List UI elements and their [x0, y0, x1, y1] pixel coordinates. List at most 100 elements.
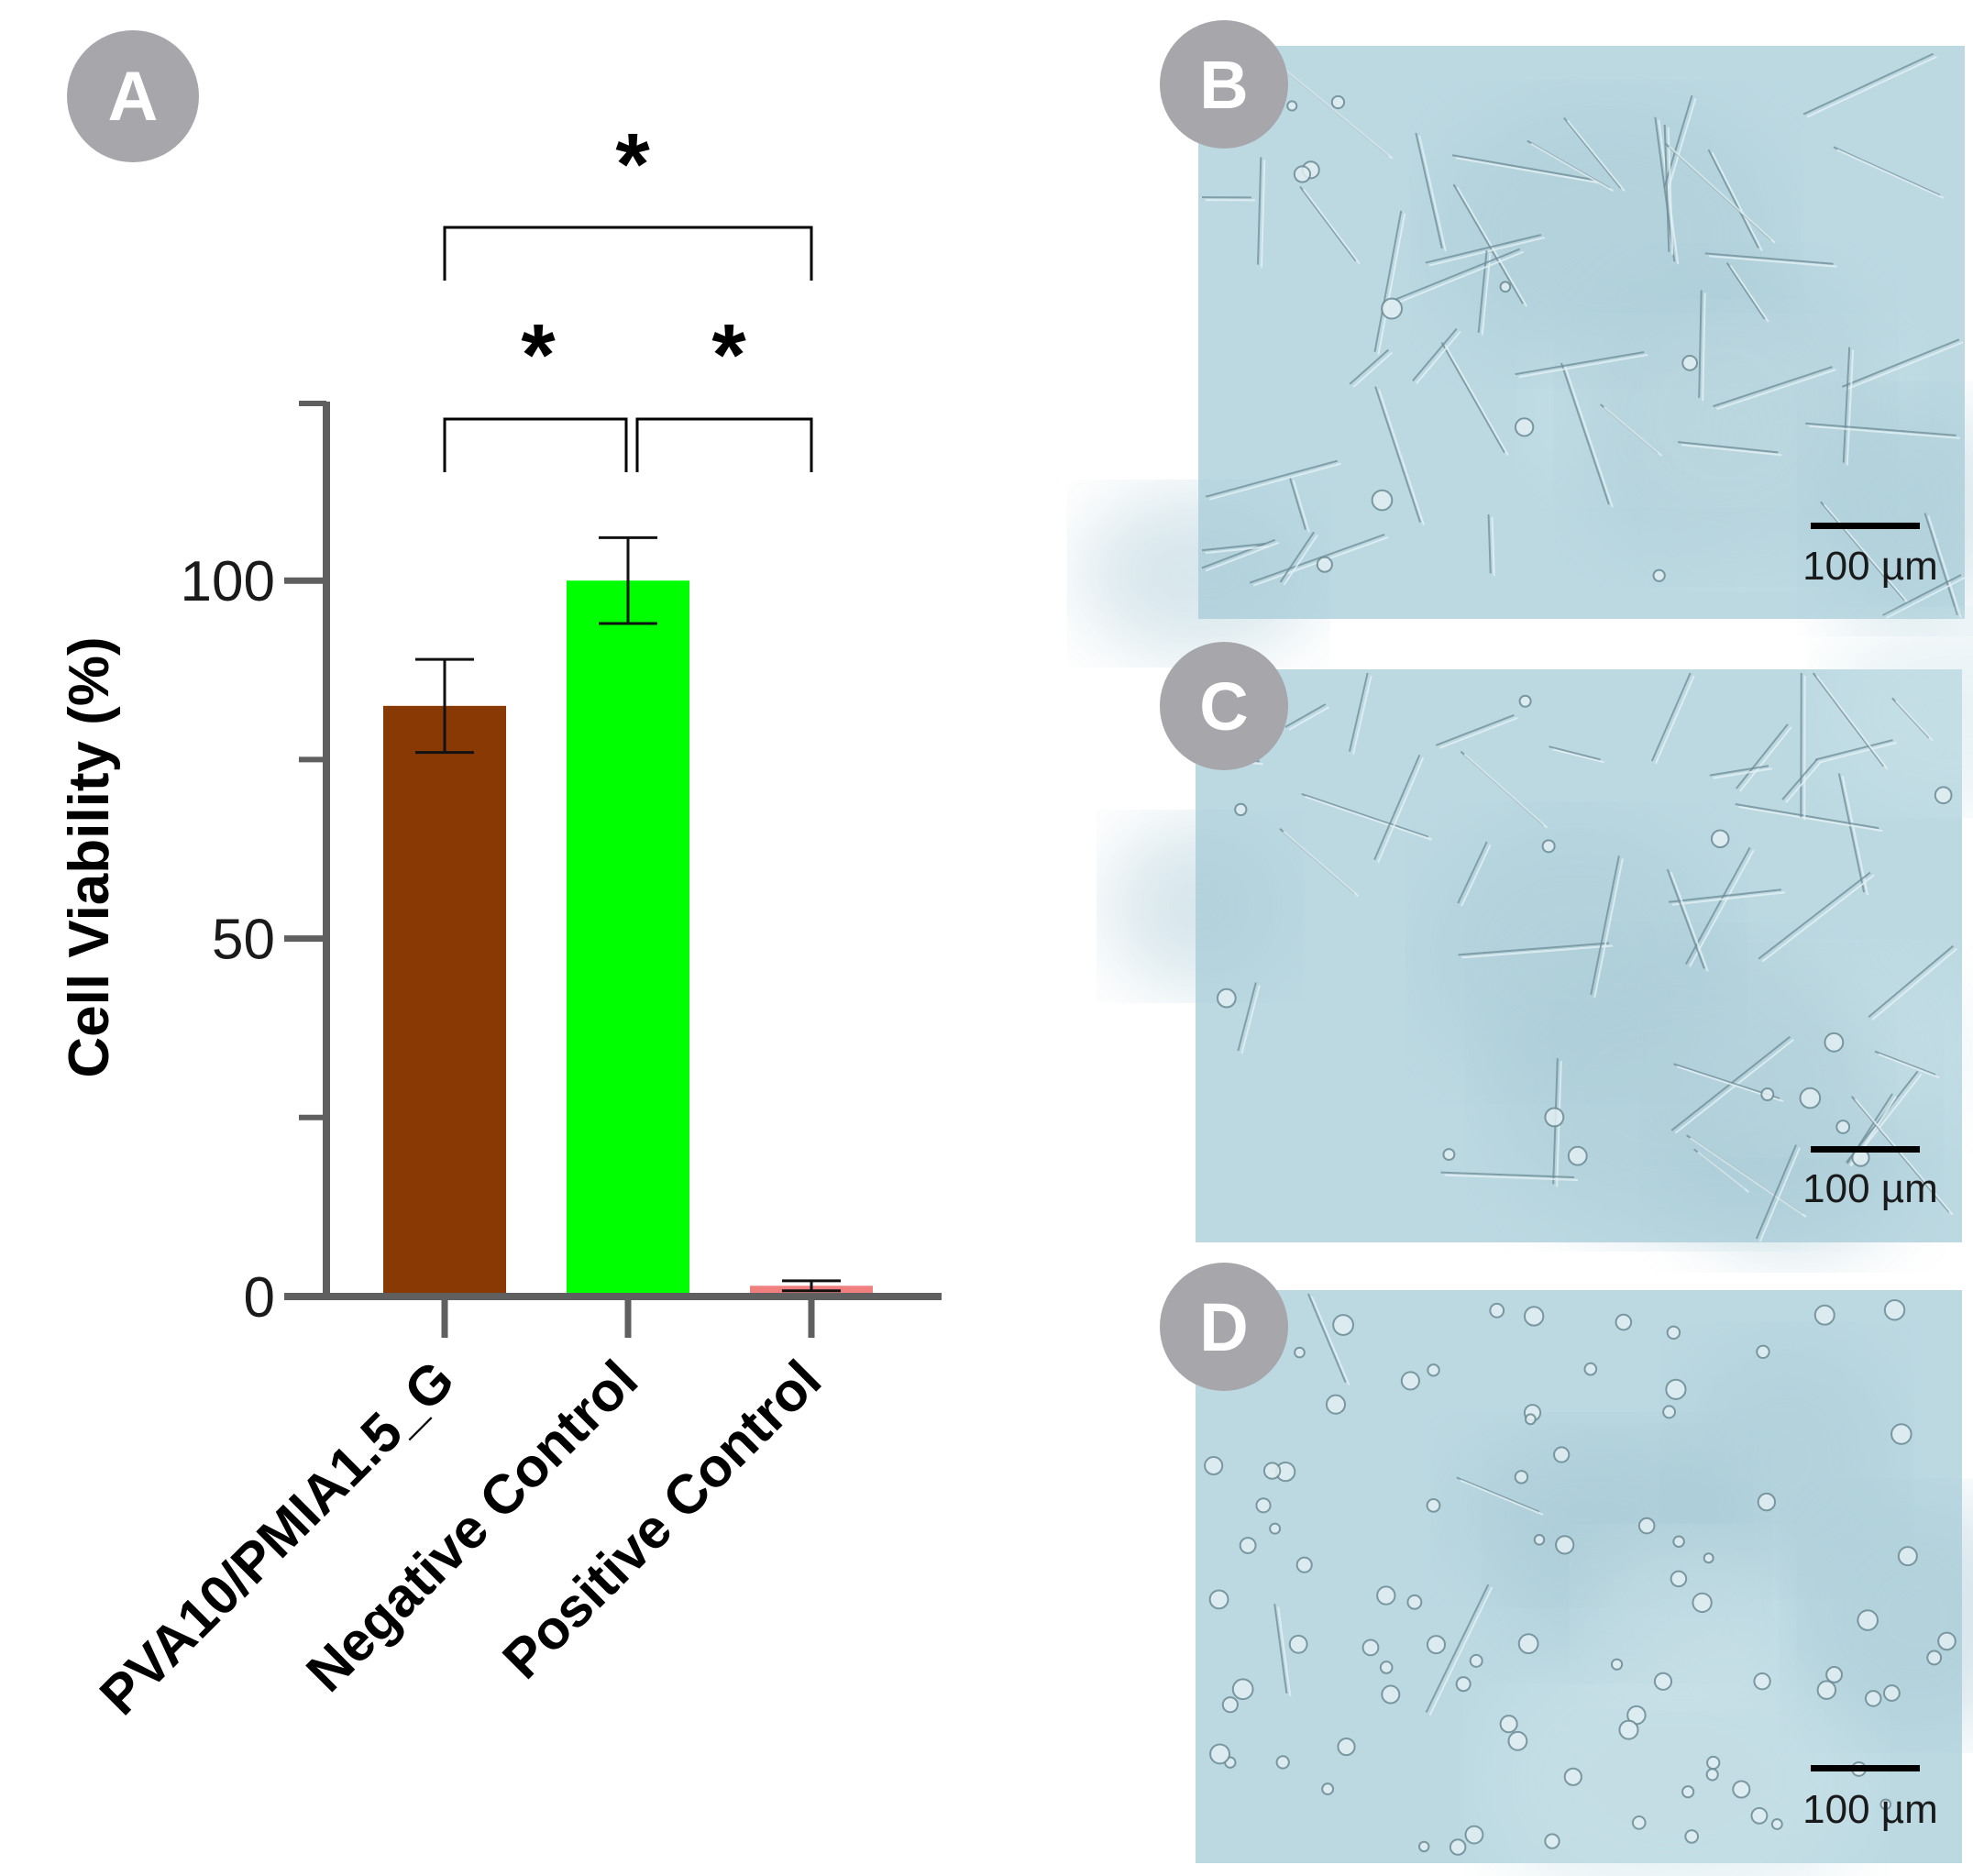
spindle-cell [1515, 350, 1645, 376]
round-cell [1825, 1666, 1843, 1683]
round-cell [1670, 1570, 1688, 1588]
spindle-cell [1563, 116, 1622, 189]
spindle-cell [1842, 347, 1851, 463]
round-cell [1883, 1299, 1906, 1321]
round-cell [1665, 1378, 1687, 1400]
spindle-cell [1650, 672, 1692, 762]
spindle-cell-highlight [1836, 149, 1945, 199]
spindle-cell [1415, 132, 1443, 249]
round-cell [1618, 1719, 1639, 1740]
spindle-cell [1284, 703, 1327, 728]
scale-bar-c [1811, 1146, 1920, 1153]
spindle-cell [1882, 574, 1962, 616]
spindle-cell-highlight [1708, 255, 1837, 268]
y-tick-label: 0 [244, 1266, 275, 1330]
spindle-cell [1374, 386, 1422, 523]
round-cell [1757, 1492, 1777, 1512]
spindle-cell [1249, 534, 1385, 584]
spindle-cell [1457, 841, 1488, 904]
spindle-cell-highlight [1667, 127, 1674, 255]
spindle-cell-highlight [1292, 480, 1310, 533]
spindle-cell-highlight [1690, 1137, 1807, 1218]
round-cell [1864, 1690, 1882, 1707]
spindle-cell [1412, 327, 1458, 381]
spindle-cell [1833, 146, 1941, 196]
spindle-cell-highlight [1674, 1038, 1795, 1134]
scale-bar-label-b: 100 µm [1802, 544, 1938, 589]
spindle-cell [1458, 942, 1609, 956]
bar [383, 705, 506, 1293]
spindle-cell [1666, 868, 1705, 969]
spindle-cell [1820, 501, 1906, 601]
spindle-cell [1440, 342, 1505, 454]
round-cell [1883, 1684, 1901, 1702]
spindle-cell [1425, 234, 1542, 264]
spindle-cell-highlight [1481, 253, 1492, 336]
round-cell [1426, 1635, 1447, 1655]
scale-bar-d [1811, 1765, 1920, 1771]
round-cell [1653, 1672, 1673, 1691]
round-cell [1563, 1767, 1582, 1786]
category-label: Positive Control [491, 1349, 833, 1691]
round-cell [1937, 1631, 1956, 1651]
round-cell [1442, 1148, 1456, 1162]
round-cell [1756, 1344, 1770, 1360]
spindle-cell-highlight [1283, 534, 1318, 586]
round-cell [1553, 1446, 1571, 1463]
spindle-cell-highlight [1593, 858, 1624, 999]
round-cell [1286, 100, 1298, 112]
spindle-cell [1668, 888, 1782, 903]
round-cell [1799, 1087, 1822, 1109]
round-cell [1371, 489, 1394, 512]
round-cell [1705, 1768, 1719, 1782]
round-cell [1449, 1838, 1467, 1856]
round-cell [1897, 1546, 1918, 1567]
spindle-cell-highlight [1846, 349, 1855, 466]
round-cell [1857, 1609, 1879, 1631]
round-cell [1518, 694, 1532, 708]
round-cell [1514, 1470, 1529, 1484]
round-cell [1934, 786, 1953, 805]
round-cell [1703, 1552, 1714, 1564]
spindle-cell [1435, 713, 1515, 746]
spindle-cell [1755, 1144, 1797, 1240]
panel-a-badge [67, 30, 199, 162]
round-cell [1615, 1313, 1633, 1331]
round-cell [1750, 1806, 1769, 1825]
round-cell [1239, 1537, 1257, 1554]
spindle-cell [1349, 348, 1390, 385]
round-cell [1672, 1535, 1685, 1549]
round-cell [1681, 1785, 1695, 1799]
round-cell [1376, 1585, 1396, 1606]
spindle-cell-highlight [1681, 444, 1782, 457]
spindle-cell-highlight [1416, 330, 1461, 384]
spindle-cell-highlight [1785, 761, 1822, 803]
bar [567, 580, 689, 1293]
significance-star: * [615, 116, 650, 214]
spindle-cell-highlight [1761, 874, 1875, 963]
round-cell [1692, 1592, 1713, 1614]
round-cell [1499, 281, 1512, 293]
spindle-cell-highlight [1841, 776, 1869, 896]
spindle-cell-highlight [1463, 753, 1549, 829]
spindle-cell-highlight [1303, 188, 1361, 265]
spindle-cell [1698, 290, 1703, 398]
spindle-cell-highlight [1288, 706, 1330, 731]
spindle-cell [1850, 1096, 1950, 1213]
spindle-cell [1205, 459, 1338, 498]
round-cell [1417, 1840, 1430, 1853]
spindle-cell-highlight [1283, 831, 1360, 897]
spindle-cell-highlight [1702, 292, 1706, 401]
spindle-cell [1487, 514, 1492, 574]
shading [1106, 818, 1295, 995]
panel-d: D 100 µm [1160, 1263, 1973, 1876]
spindle-cell-highlight [1552, 748, 1604, 764]
round-cell [1890, 1423, 1912, 1445]
spindle-cell [1549, 745, 1601, 761]
significance-bracket [443, 417, 628, 472]
spindle-cell-highlight [1208, 462, 1341, 501]
spindle-cell-highlight [1240, 985, 1261, 1054]
spindle-cell-highlight [1261, 160, 1266, 268]
round-cell [1760, 1087, 1775, 1102]
round-cell [1400, 1371, 1420, 1391]
